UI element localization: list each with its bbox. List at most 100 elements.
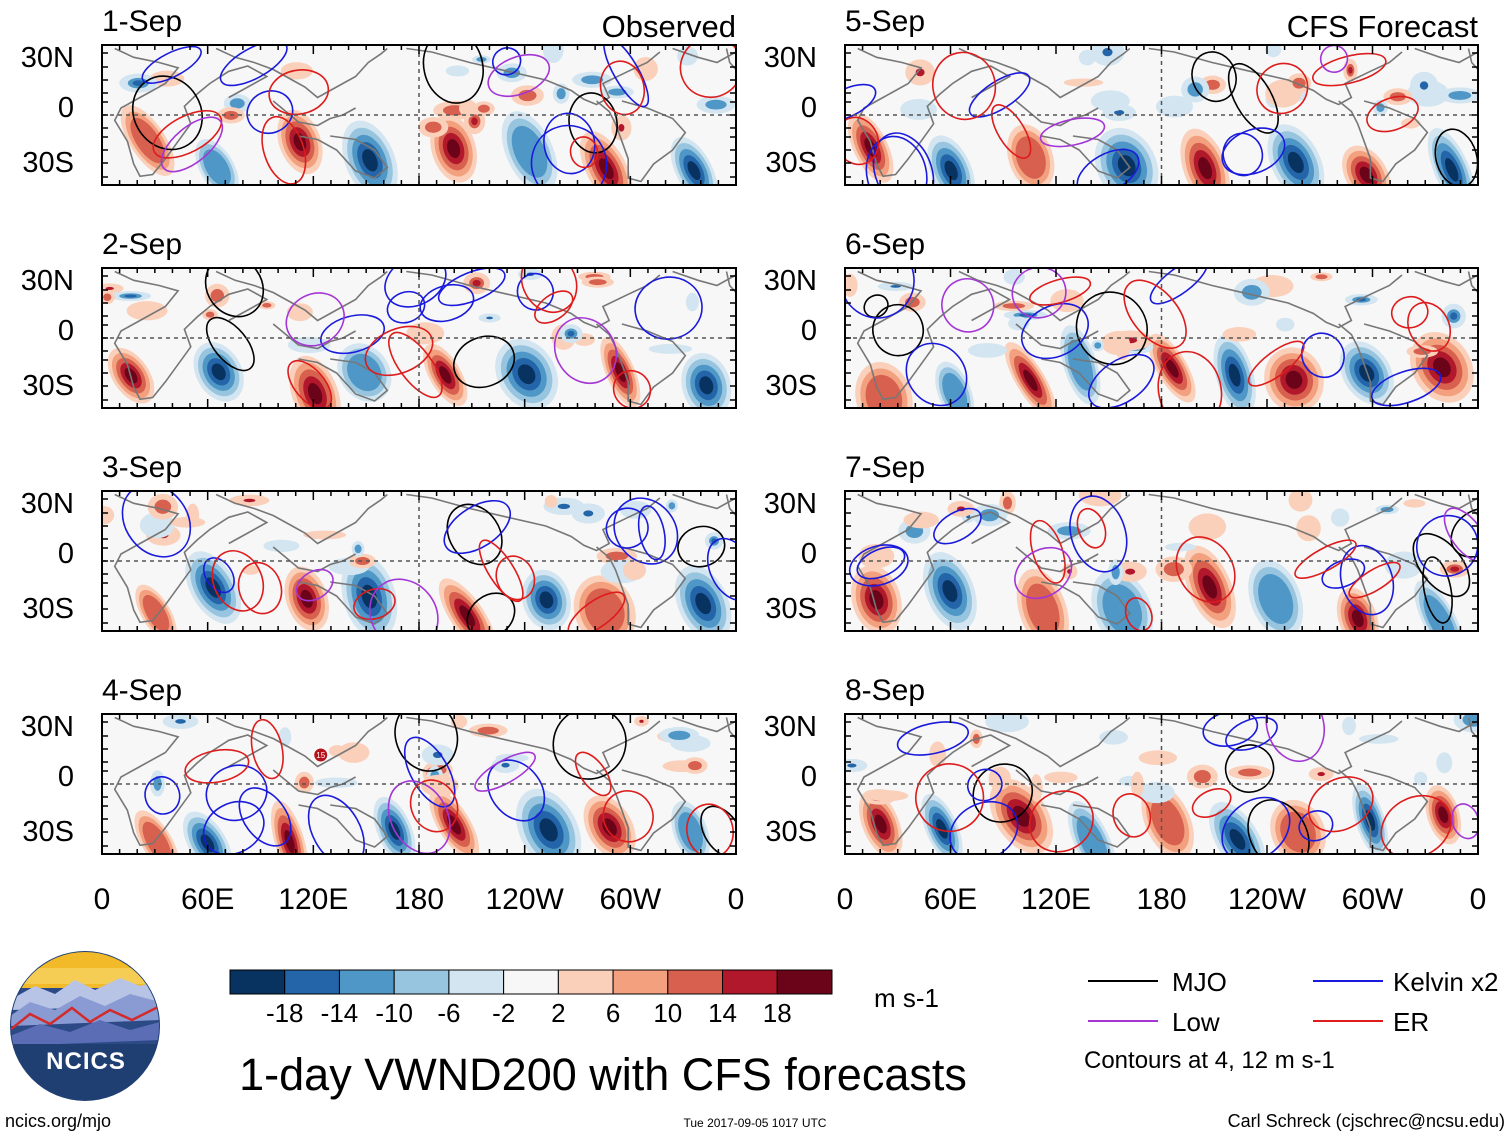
er-contour bbox=[1307, 776, 1374, 833]
legend-er-label: ER bbox=[1393, 1007, 1429, 1037]
southward-anomaly-positive bbox=[1351, 609, 1364, 628]
mjo-contour bbox=[394, 714, 459, 772]
anomaly-blob bbox=[1222, 327, 1257, 342]
x-tick-label: 0 bbox=[94, 883, 111, 916]
anomaly-negative bbox=[1258, 573, 1294, 624]
y-tick-label: 0 bbox=[58, 315, 74, 347]
southward-anomaly-positive bbox=[602, 818, 617, 837]
kelvin-contour bbox=[706, 537, 736, 602]
anomaly-blob bbox=[1115, 333, 1131, 361]
er-contour bbox=[409, 779, 459, 833]
map-panel-1-Sep: 1-Sep 30N 0 30S bbox=[21, 5, 737, 186]
coastline bbox=[1414, 270, 1478, 287]
anomaly-blob-peak bbox=[1102, 48, 1113, 57]
colorbar-tick-label: 6 bbox=[606, 998, 620, 1028]
kelvin-contour bbox=[865, 135, 928, 185]
x-tick-label: 0 bbox=[837, 883, 854, 916]
kelvin-contour bbox=[634, 276, 703, 340]
anomaly-blob-core bbox=[424, 121, 442, 133]
anomaly-blob-peak bbox=[471, 117, 478, 126]
colorbar-swatch bbox=[557, 969, 614, 995]
coastline bbox=[595, 100, 687, 183]
y-tick-label: 30N bbox=[21, 265, 74, 297]
anomaly-blob-core bbox=[477, 726, 499, 735]
er-contour bbox=[261, 115, 307, 185]
kelvin-contour bbox=[872, 132, 935, 185]
er-contour bbox=[1028, 790, 1094, 853]
coastline bbox=[958, 716, 1131, 768]
anomaly-blob-core bbox=[581, 75, 604, 85]
kelvin-contour bbox=[968, 72, 1031, 118]
anomaly-blob-core bbox=[210, 289, 225, 303]
anomaly-blob bbox=[685, 292, 699, 312]
kelvin-contour bbox=[205, 764, 268, 822]
coastline bbox=[298, 581, 389, 625]
anomaly-negative bbox=[362, 149, 378, 172]
colorbar-tick-label: -2 bbox=[492, 998, 515, 1028]
kelvin-contour bbox=[896, 721, 969, 756]
southward-anomaly-positive bbox=[1026, 583, 1060, 631]
field bbox=[102, 45, 736, 185]
er-contour bbox=[1157, 350, 1223, 408]
anomaly-blob bbox=[286, 303, 313, 322]
anomaly-blob bbox=[1078, 49, 1096, 66]
anomaly-blob bbox=[241, 565, 260, 575]
er-contour bbox=[1247, 340, 1305, 387]
anomaly-blob bbox=[408, 322, 437, 345]
er-contour bbox=[567, 591, 626, 631]
coastline bbox=[1148, 493, 1403, 552]
colorbar-swatch bbox=[393, 969, 450, 995]
coastline bbox=[406, 716, 661, 775]
er-contour bbox=[1312, 52, 1387, 87]
kelvin-contour bbox=[1221, 127, 1286, 176]
anomaly-blob-core bbox=[205, 311, 215, 318]
anomaly-blob-core bbox=[705, 99, 727, 110]
mjo-contour bbox=[863, 294, 889, 319]
anomaly-negative bbox=[1423, 595, 1457, 631]
coastline bbox=[1414, 716, 1478, 733]
kelvin-contour bbox=[121, 491, 192, 558]
mjo-contour bbox=[872, 303, 925, 357]
coastline bbox=[298, 804, 389, 848]
panel-date-label: 5-Sep bbox=[845, 5, 925, 38]
map-panel-8-Sep: 8-Sep 30N 0 30S bbox=[764, 674, 1479, 855]
kelvin-contour bbox=[1225, 716, 1278, 751]
panel-date-label: 4-Sep bbox=[102, 674, 182, 707]
contour-note: Contours at 4, 12 m s-1 bbox=[1084, 1047, 1335, 1074]
mjo-contour bbox=[1227, 62, 1279, 134]
anomaly-blob-peak bbox=[124, 294, 137, 298]
anomaly-blob-core bbox=[355, 557, 370, 566]
kelvin-contour bbox=[491, 47, 522, 76]
map-panel-2-Sep: 2-Sep 30N 0 30S bbox=[21, 228, 737, 409]
y-tick-label: 30N bbox=[21, 711, 74, 743]
anomaly-blob bbox=[1436, 752, 1453, 774]
coastline bbox=[595, 769, 687, 852]
coastline bbox=[1414, 47, 1478, 64]
southward-anomaly-positive bbox=[1165, 358, 1179, 378]
colorbar-swatch bbox=[776, 969, 833, 995]
anomaly-blob-core bbox=[1237, 768, 1262, 777]
anomaly-blob bbox=[1342, 716, 1356, 736]
anomaly-negative bbox=[1365, 810, 1376, 831]
coastline bbox=[1414, 493, 1478, 510]
anomaly-blob-core bbox=[477, 104, 490, 113]
coastline bbox=[298, 358, 389, 402]
er-contour bbox=[353, 587, 396, 621]
coastline bbox=[298, 135, 389, 179]
anomaly-blob-peak bbox=[175, 719, 186, 724]
anomaly-blob bbox=[1384, 551, 1423, 579]
y-tick-label: 30N bbox=[764, 265, 817, 297]
legend-kelvin-label: Kelvin x2 bbox=[1393, 967, 1499, 997]
x-tick-label: 120E bbox=[278, 883, 348, 916]
x-tick-label: 120E bbox=[1021, 883, 1091, 916]
colorbar-swatch bbox=[667, 969, 724, 995]
southward-anomaly-positive bbox=[300, 589, 313, 608]
low-contour bbox=[369, 578, 439, 631]
er-contour bbox=[569, 136, 599, 169]
x-tick-label: 60E bbox=[924, 883, 977, 916]
er-contour bbox=[237, 561, 283, 615]
mjo-contour bbox=[1224, 744, 1275, 793]
er-contour bbox=[991, 104, 1032, 159]
anomaly-blob-peak bbox=[618, 124, 625, 132]
er-contour bbox=[1256, 62, 1309, 115]
